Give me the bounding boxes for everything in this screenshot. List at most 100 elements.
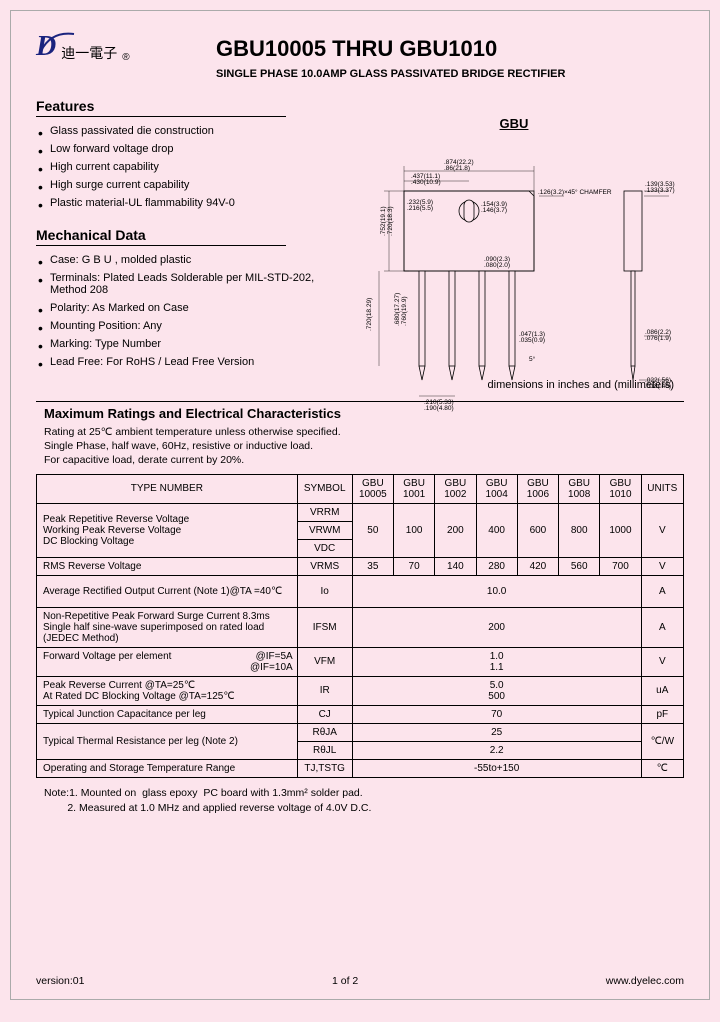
svg-text:.035(0.9): .035(0.9) <box>519 337 545 344</box>
svg-text:.760(19.9): .760(19.9) <box>401 296 408 326</box>
table-cell: 5.0 500 <box>352 676 641 705</box>
note-line: 2. Measured at 1.0 MHz and applied rever… <box>44 801 684 817</box>
svg-text:.720(18.29): .720(18.29) <box>366 298 373 331</box>
ratings-intro-line: Single Phase, half wave, 60Hz, resistive… <box>44 439 676 453</box>
table-row: Typical Junction Capacitance per leg CJ … <box>37 705 684 723</box>
unit: V <box>641 557 683 575</box>
table-header: GBU 1006 <box>517 474 558 503</box>
table-row: Forward Voltage per element @IF=5A@IF=10… <box>37 647 684 676</box>
symbol: RθJA <box>297 723 352 741</box>
table-cell: 10.0 <box>352 575 641 607</box>
table-cell: 1.0 1.1 <box>352 647 641 676</box>
table-header: SYMBOL <box>297 474 352 503</box>
table-cell: 70 <box>352 705 641 723</box>
version-label: version:01 <box>36 975 84 987</box>
svg-text:.133(3.37): .133(3.37) <box>645 187 675 194</box>
param-label: Forward Voltage per element @IF=5A@IF=10… <box>37 647 298 676</box>
unit: uA <box>641 676 683 705</box>
logo-letter: D <box>36 31 56 63</box>
table-cell: 2.2 <box>352 741 641 759</box>
list-item: Polarity: As Marked on Case <box>50 302 336 314</box>
param-label: Operating and Storage Temperature Range <box>37 759 298 777</box>
table-header-row: TYPE NUMBER SYMBOL GBU 10005 GBU 1001 GB… <box>37 474 684 503</box>
table-header: GBU 1008 <box>559 474 600 503</box>
symbol: CJ <box>297 705 352 723</box>
table-cell: 50 <box>352 503 393 557</box>
svg-text:.190(4.80): .190(4.80) <box>424 405 454 412</box>
list-item: Glass passivated die construction <box>50 125 336 137</box>
table-cell: 25 <box>352 723 641 741</box>
table-header: GBU 1001 <box>393 474 434 503</box>
table-cell: 800 <box>559 503 600 557</box>
svg-text:.430(10.9): .430(10.9) <box>411 179 441 186</box>
table-row: Peak Reverse Current @TA=25℃ At Rated DC… <box>37 676 684 705</box>
svg-text:5°: 5° <box>529 355 536 363</box>
ratings-intro: Rating at 25℃ ambient temperature unless… <box>36 425 684 474</box>
svg-text:.126(3.2)×45° CHAMFER: .126(3.2)×45° CHAMFER <box>538 188 612 196</box>
company-logo: D 迪一電子 ® <box>36 31 130 63</box>
table-row: Peak Repetitive Reverse Voltage Working … <box>37 503 684 521</box>
features-heading: Features <box>36 98 286 117</box>
page-number: 1 of 2 <box>332 975 358 987</box>
table-header: GBU 1002 <box>435 474 476 503</box>
table-cell: 700 <box>600 557 641 575</box>
symbol: TJ,TSTG <box>297 759 352 777</box>
param-label: Typical Thermal Resistance per leg (Note… <box>37 723 298 759</box>
symbol: Io <box>297 575 352 607</box>
unit: V <box>641 647 683 676</box>
symbol: VRWM <box>297 521 352 539</box>
features-list: Glass passivated die construction Low fo… <box>36 125 336 209</box>
ratings-intro-line: For capacitive load, derate current by 2… <box>44 453 676 467</box>
table-row: RMS Reverse Voltage VRMS 35 70 140 280 4… <box>37 557 684 575</box>
unit: pF <box>641 705 683 723</box>
table-cell: 560 <box>559 557 600 575</box>
table-row: Non-Repetitive Peak Forward Surge Curren… <box>37 607 684 647</box>
table-cell: 420 <box>517 557 558 575</box>
svg-text:.080(2.0): .080(2.0) <box>484 262 510 269</box>
list-item: Marking: Type Number <box>50 338 336 350</box>
table-notes: Note:1. Mounted on glass epoxy PC board … <box>36 786 684 818</box>
symbol: IR <box>297 676 352 705</box>
table-cell: 600 <box>517 503 558 557</box>
param-label: Average Rectified Output Current (Note 1… <box>37 575 298 607</box>
list-item: Mounting Position: Any <box>50 320 336 332</box>
mechanical-heading: Mechanical Data <box>36 227 286 246</box>
table-header: GBU 1004 <box>476 474 517 503</box>
table-cell: 70 <box>393 557 434 575</box>
table-header: TYPE NUMBER <box>37 474 298 503</box>
svg-text:.146(3.7): .146(3.7) <box>481 207 507 214</box>
symbol: RθJL <box>297 741 352 759</box>
table-cell: 140 <box>435 557 476 575</box>
svg-text:.86(21.8): .86(21.8) <box>444 165 470 172</box>
unit: V <box>641 503 683 557</box>
page-title: GBU10005 THRU GBU1010 <box>216 36 684 62</box>
page-subtitle: SINGLE PHASE 10.0AMP GLASS PASSIVATED BR… <box>216 68 684 80</box>
param-label: RMS Reverse Voltage <box>37 557 298 575</box>
unit: A <box>641 575 683 607</box>
list-item: Case: G B U , molded plastic <box>50 254 336 266</box>
svg-text:.216(5.5): .216(5.5) <box>407 205 433 212</box>
list-item: Plastic material-UL flammability 94V-0 <box>50 197 336 209</box>
page-footer: version:01 1 of 2 www.dyelec.com <box>36 975 684 987</box>
symbol: IFSM <box>297 607 352 647</box>
svg-text:.752(19.1): .752(19.1) <box>380 206 387 236</box>
table-cell: 200 <box>435 503 476 557</box>
svg-text:.018(.46): .018(.46) <box>645 383 671 390</box>
param-label: Peak Repetitive Reverse Voltage Working … <box>37 503 298 557</box>
svg-text:.720(18.3): .720(18.3) <box>387 206 394 236</box>
diagram-label: GBU <box>349 116 679 131</box>
unit: ℃/W <box>641 723 683 759</box>
list-item: High current capability <box>50 161 336 173</box>
symbol: VRRM <box>297 503 352 521</box>
list-item: Lead Free: For RoHS / Lead Free Version <box>50 356 336 368</box>
logo-reg: ® <box>122 52 129 63</box>
mechanical-list: Case: G B U , molded plastic Terminals: … <box>36 254 336 368</box>
table-cell: 1000 <box>600 503 641 557</box>
table-row: Average Rectified Output Current (Note 1… <box>37 575 684 607</box>
unit: ℃ <box>641 759 683 777</box>
company-url: www.dyelec.com <box>606 975 684 987</box>
table-cell: -55to+150 <box>352 759 641 777</box>
note-line: Note:1. Mounted on glass epoxy PC board … <box>44 786 684 802</box>
ratings-intro-line: Rating at 25℃ ambient temperature unless… <box>44 425 676 439</box>
table-cell: 35 <box>352 557 393 575</box>
